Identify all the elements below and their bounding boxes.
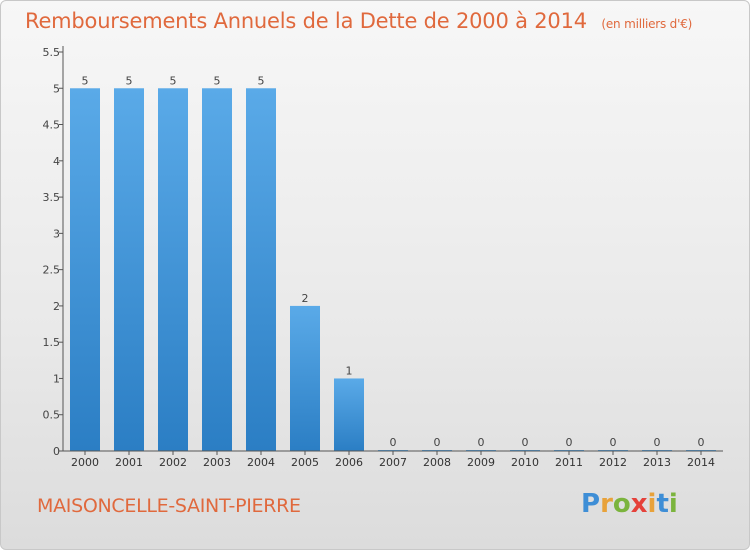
x-tick-label-2010: 2010 (511, 456, 539, 469)
y-tick-label: 4.5 (43, 119, 61, 132)
y-tick-label: 0 (53, 445, 60, 458)
data-label-2011: 0 (566, 436, 573, 449)
x-tick-label-2013: 2013 (643, 456, 671, 469)
bar-2006 (334, 378, 364, 451)
x-tick-label-2003: 2003 (203, 456, 231, 469)
x-tick-label-2006: 2006 (335, 456, 363, 469)
logo-letter: x (630, 489, 648, 519)
proxiti-logo: Proxiti (581, 489, 678, 519)
y-tick-label: 0.5 (43, 409, 61, 422)
x-tick-label-2007: 2007 (379, 456, 407, 469)
y-tick-label: 2.5 (43, 264, 61, 277)
data-label-2008: 0 (434, 436, 441, 449)
logo-letter: P (581, 489, 601, 519)
data-label-2003: 5 (214, 74, 221, 87)
y-axis: 0 0.5 1 1.5 2 2.5 3 3.5 4 4.5 5 5.5 (43, 46, 64, 458)
chart-title: Remboursements Annuels de la Dette de 20… (25, 9, 692, 33)
x-tick-label-2000: 2000 (71, 456, 99, 469)
data-label-2010: 0 (522, 436, 529, 449)
x-tick-label-2004: 2004 (247, 456, 275, 469)
logo-letter: i (668, 489, 678, 519)
x-tick-label-2002: 2002 (159, 456, 187, 469)
x-tick-label-2009: 2009 (467, 456, 495, 469)
y-tick-label: 3 (53, 227, 60, 240)
data-label-2001: 5 (126, 74, 133, 87)
data-label-2004: 5 (258, 74, 265, 87)
bar-2001 (114, 88, 144, 451)
x-tick-label-2012: 2012 (599, 456, 627, 469)
data-label-2002: 5 (170, 74, 177, 87)
data-label-2006: 1 (346, 364, 353, 377)
y-tick-label: 3.5 (43, 191, 61, 204)
data-label-2013: 0 (654, 436, 661, 449)
logo-letter: o (612, 489, 631, 519)
x-tick-label-2005: 2005 (291, 456, 319, 469)
data-label-2009: 0 (478, 436, 485, 449)
x-tick-label-2011: 2011 (555, 456, 583, 469)
data-label-2014: 0 (698, 436, 705, 449)
y-tick-label: 4 (53, 155, 60, 168)
bars: 5 5 5 5 5 2 1 0 0 0 0 0 0 0 0 (70, 74, 716, 451)
bar-2000 (70, 88, 100, 451)
y-tick-label: 5 (53, 82, 60, 95)
y-tick-label: 5.5 (43, 46, 61, 59)
data-label-2000: 5 (82, 74, 89, 87)
bar-2002 (158, 88, 188, 451)
y-tick-label: 1 (53, 372, 60, 385)
y-tick-label: 2 (53, 300, 60, 313)
logo-letter: r (600, 489, 613, 519)
bar-2003 (202, 88, 232, 451)
x-tick-label-2014: 2014 (687, 456, 715, 469)
x-axis: 2000 2001 2002 2003 2004 2005 2006 2007 2008 2009… (63, 450, 723, 469)
data-label-2005: 2 (302, 292, 309, 305)
x-tick-label-2001: 2001 (115, 456, 143, 469)
y-tick-label: 1.5 (43, 336, 61, 349)
chart-title-text: Remboursements Annuels de la Dette de 20… (25, 9, 587, 33)
logo-letter: i (647, 489, 657, 519)
chart-subtitle: (en milliers d'€) (601, 17, 693, 31)
bar-2005 (290, 305, 320, 451)
x-tick-label-2008: 2008 (423, 456, 451, 469)
bar-2004 (246, 88, 276, 451)
data-label-2007: 0 (390, 436, 397, 449)
data-label-2012: 0 (610, 436, 617, 449)
location-name: MAISONCELLE-SAINT-PIERRE (37, 495, 301, 517)
logo-letter: t (656, 489, 669, 519)
